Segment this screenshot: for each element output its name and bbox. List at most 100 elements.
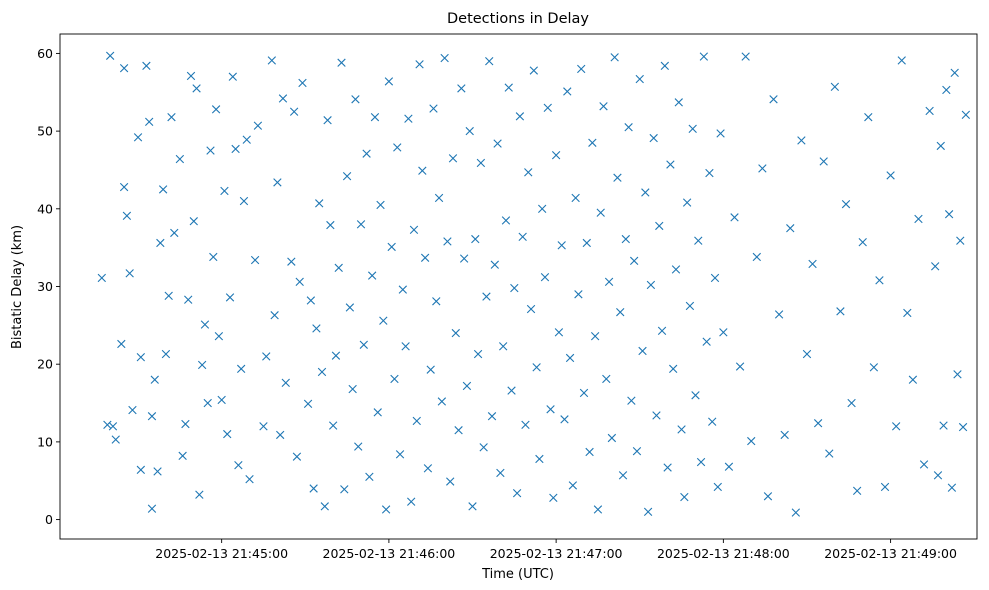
data-point [616,307,625,317]
data-point [393,143,402,152]
data-point [292,452,302,461]
plot-area [59,33,978,540]
data-point [657,326,667,335]
data-point [437,397,447,406]
data-point [914,214,923,224]
data-point [186,71,196,81]
data-point [869,363,879,372]
data-point [239,196,249,206]
data-point [443,237,452,246]
data-point [847,398,856,408]
data-point [404,114,413,123]
data-point [170,228,179,238]
data-point [409,225,419,234]
data-point [621,234,630,244]
data-point [685,301,695,311]
data-point [287,257,296,266]
data-point [716,129,725,138]
data-point [142,61,151,71]
data-point [780,430,789,440]
data-point [348,384,357,394]
data-point [457,84,466,93]
data-point [119,63,129,73]
data-point [691,391,700,400]
data-point [574,290,583,299]
data-point [367,271,377,280]
data-point [465,126,474,136]
data-point [320,502,329,511]
data-point [161,349,171,359]
data-point [758,164,767,173]
data-point [666,160,675,169]
data-point [217,395,226,405]
data-point [947,483,957,492]
data-point [195,490,204,499]
data-point [231,144,240,154]
data-point [203,398,212,408]
data-point [953,370,962,379]
y-axis-ticks: 0 10 20 30 40 50 60 [37,46,60,527]
data-point [694,236,703,245]
data-point [359,340,368,349]
data-point [150,375,159,384]
data-point [577,64,586,74]
data-point [504,83,513,92]
data-point [705,168,714,178]
data-point [326,220,335,230]
data-point [950,68,959,78]
data-point [340,485,349,494]
data-point [468,502,477,511]
data-point [97,273,106,283]
data-point [273,178,282,187]
data-point [538,204,547,213]
data-point [125,269,134,278]
data-point [891,422,901,431]
data-point [328,421,338,430]
data-point [638,346,647,356]
data-point [939,421,948,430]
data-point [398,285,408,294]
data-point [719,328,728,337]
data-point [852,486,862,496]
data-point [529,66,539,75]
data-point [384,77,394,86]
data-point [493,139,502,148]
data-point [337,58,346,67]
data-point [808,259,817,269]
data-point [496,468,505,478]
data-point [482,292,491,301]
data-point [526,304,536,314]
data-point [942,85,951,95]
data-point [373,408,382,417]
data-point [147,412,157,421]
data-point [407,497,416,506]
data-point [524,168,533,177]
data-point [629,256,639,266]
data-point [197,360,207,370]
data-points [97,51,971,517]
x-tick-label: 2025-02-13 21:45:00 [155,546,288,561]
data-point [234,461,243,470]
data-point [401,342,410,351]
data-point [370,112,380,122]
data-point [588,138,597,147]
data-point [671,265,681,274]
data-point [315,199,324,208]
data-point [158,185,168,194]
axes: 2025-02-13 21:45:00 2025-02-13 21:46:00 20… [37,33,978,561]
data-point [415,60,424,69]
data-point [568,481,578,490]
data-point [209,252,218,262]
data-point [167,112,176,122]
data-point [309,484,318,493]
data-point [192,84,201,93]
data-point [501,216,511,225]
data-point [944,210,954,219]
data-point [936,141,945,151]
data-point [479,443,488,452]
data-point [267,56,277,65]
data-point [730,213,739,222]
data-point [259,422,268,431]
data-point [147,504,157,513]
data-point [925,106,934,116]
